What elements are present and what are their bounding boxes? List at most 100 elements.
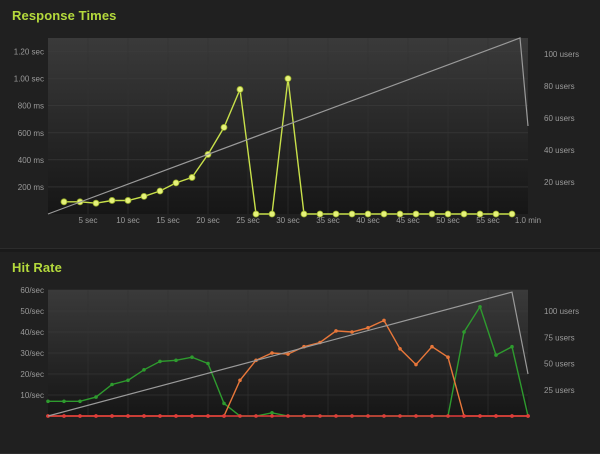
y-tick-label: 1.00 sec	[14, 75, 44, 84]
y-tick-label: 200 ms	[18, 183, 44, 192]
data-point	[334, 329, 338, 333]
series-line-3	[47, 291, 529, 417]
data-point	[398, 414, 402, 418]
data-point	[220, 123, 228, 131]
data-point	[188, 174, 196, 181]
data-point	[444, 210, 452, 218]
data-point	[142, 414, 146, 418]
data-point	[398, 347, 402, 351]
x-tick-label: 40 sec	[356, 216, 380, 225]
data-point	[478, 414, 482, 418]
data-point	[110, 382, 114, 387]
data-point	[62, 399, 66, 404]
data-point	[252, 210, 260, 218]
y-tick-label: 1.20 sec	[14, 48, 44, 57]
data-point	[222, 401, 226, 406]
y-tick-label: 800 ms	[18, 102, 44, 111]
data-point	[446, 355, 450, 359]
y2-tick-label: 75 users	[544, 333, 575, 342]
data-point	[190, 414, 194, 418]
data-point	[494, 414, 498, 418]
data-point	[190, 355, 194, 359]
data-point	[382, 318, 386, 323]
x-tick-label: 30 sec	[276, 216, 300, 225]
data-point	[364, 210, 372, 218]
data-point	[510, 344, 514, 349]
data-point	[462, 414, 466, 418]
y2-tick-label: 100 users	[544, 50, 579, 59]
data-point	[284, 75, 292, 83]
data-point	[108, 197, 116, 204]
data-point	[78, 399, 82, 404]
data-point	[286, 352, 290, 356]
x-tick-label: 1.0 min	[515, 216, 541, 225]
x-tick-label: 20 sec	[196, 216, 220, 225]
data-point	[526, 414, 530, 418]
data-point	[318, 414, 322, 418]
data-point	[270, 411, 274, 415]
data-point	[478, 305, 482, 309]
y-tick-label: 20/sec	[20, 370, 44, 379]
data-point	[270, 414, 274, 418]
data-point	[254, 414, 258, 418]
data-point	[476, 210, 484, 218]
data-point	[302, 414, 306, 418]
data-point	[462, 330, 466, 334]
data-point	[412, 210, 420, 218]
y-tick-label: 10/sec	[20, 391, 44, 400]
data-point	[62, 414, 66, 418]
data-point	[142, 368, 146, 372]
y2-tick-label: 100 users	[544, 307, 579, 316]
x-tick-label: 50 sec	[436, 216, 460, 225]
response-times-chart: 200 ms 400 ms 600 ms 800 ms 1.00 sec 1.20 sec…	[14, 37, 579, 225]
data-point	[460, 210, 468, 218]
data-point	[380, 210, 388, 218]
y2-tick-label: 80 users	[544, 82, 575, 91]
data-point	[222, 414, 226, 418]
y2-tick-label: 60 users	[544, 114, 575, 123]
data-point	[332, 210, 340, 218]
data-point	[350, 414, 354, 418]
data-point	[350, 330, 354, 334]
data-point	[270, 351, 274, 355]
data-point	[158, 414, 162, 418]
data-point	[110, 414, 114, 418]
data-point	[268, 210, 276, 218]
data-point	[238, 414, 242, 418]
x-tick-label: 35 sec	[316, 216, 340, 225]
x-tick-label: 45 sec	[396, 216, 420, 225]
data-point	[174, 358, 178, 363]
data-point	[286, 414, 290, 418]
x-tick-label: 10 sec	[116, 216, 140, 225]
x-tick-label: 25 sec	[236, 216, 260, 225]
data-point	[494, 353, 498, 357]
data-point	[156, 187, 164, 195]
y2-tick-label: 40 users	[544, 146, 575, 155]
data-point	[46, 399, 50, 404]
data-point	[430, 344, 434, 349]
data-point	[366, 326, 370, 330]
data-point	[60, 198, 68, 206]
data-point	[126, 378, 130, 383]
data-point	[414, 362, 418, 367]
y2-tick-label: 25 users	[544, 386, 575, 395]
data-point	[92, 199, 100, 207]
y-tick-label: 50/sec	[20, 307, 44, 316]
y2-tick-label: 50 users	[544, 360, 575, 369]
response-times-title: Response Times	[12, 8, 117, 23]
data-point	[206, 361, 210, 366]
data-point	[158, 359, 162, 364]
x-tick-label: 5 sec	[78, 216, 97, 225]
data-point	[510, 414, 514, 418]
y-tick-label: 30/sec	[20, 349, 44, 358]
y2-tick-label: 20 users	[544, 178, 575, 187]
y-tick-label: 600 ms	[18, 129, 44, 138]
data-point	[206, 414, 210, 418]
data-point	[238, 378, 242, 383]
data-point	[430, 414, 434, 418]
series-line-1	[47, 37, 529, 215]
data-point	[94, 395, 98, 399]
x-tick-label: 55 sec	[476, 216, 500, 225]
data-point	[124, 197, 132, 204]
data-point	[508, 210, 516, 218]
